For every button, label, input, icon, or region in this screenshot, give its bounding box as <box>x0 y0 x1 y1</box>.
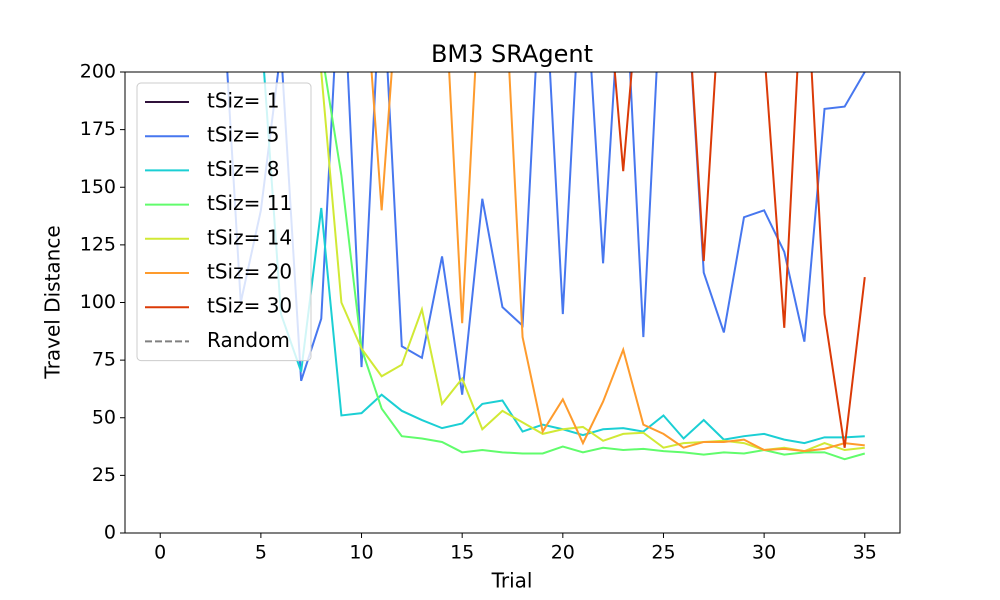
legend-label: tSiz= 11 <box>207 191 292 215</box>
legend-label: tSiz= 5 <box>207 123 279 147</box>
chart-title: BM3 SRAgent <box>431 40 593 68</box>
x-tick-label: 20 <box>551 542 575 564</box>
x-tick-label: 5 <box>255 542 267 564</box>
y-tick-label: 175 <box>80 118 116 140</box>
y-tick-label: 200 <box>80 61 116 83</box>
y-tick-label: 75 <box>92 349 116 371</box>
legend-label: tSiz= 20 <box>207 260 292 284</box>
y-tick-label: 125 <box>80 233 116 255</box>
x-tick-label: 25 <box>651 542 675 564</box>
legend-label: tSiz= 30 <box>207 294 292 318</box>
x-axis-label: Trial <box>491 569 533 593</box>
y-tick-label: 150 <box>80 176 116 198</box>
y-tick-label: 100 <box>80 291 116 313</box>
legend-label: tSiz= 1 <box>207 89 279 113</box>
series-line <box>323 72 866 461</box>
legend-label: Random <box>207 328 290 352</box>
y-tick-label: 0 <box>104 522 116 544</box>
x-tick-label: 10 <box>349 542 373 564</box>
x-tick-label: 15 <box>450 542 474 564</box>
legend-label: tSiz= 8 <box>207 157 279 181</box>
y-axis-label: Travel Distance <box>41 225 65 379</box>
legend-box <box>136 82 312 362</box>
y-tick-label: 50 <box>92 406 116 428</box>
x-tick-label: 35 <box>853 542 877 564</box>
x-tick-label: 0 <box>154 542 166 564</box>
axes: 0 5 10 15 20 25 30 35 0 25 50 75 100 125 150 175 200 <box>80 61 877 564</box>
series-line <box>226 72 866 395</box>
x-tick-label: 30 <box>752 542 776 564</box>
legend-label: tSiz= 14 <box>207 225 292 249</box>
series-line <box>370 72 865 453</box>
y-tick-label: 25 <box>92 464 116 486</box>
legend: tSiz= 1 tSiz= 5 tSiz= 8 tSiz= 11 tSiz= 14 tSi… <box>136 82 312 362</box>
series-line <box>320 72 865 453</box>
